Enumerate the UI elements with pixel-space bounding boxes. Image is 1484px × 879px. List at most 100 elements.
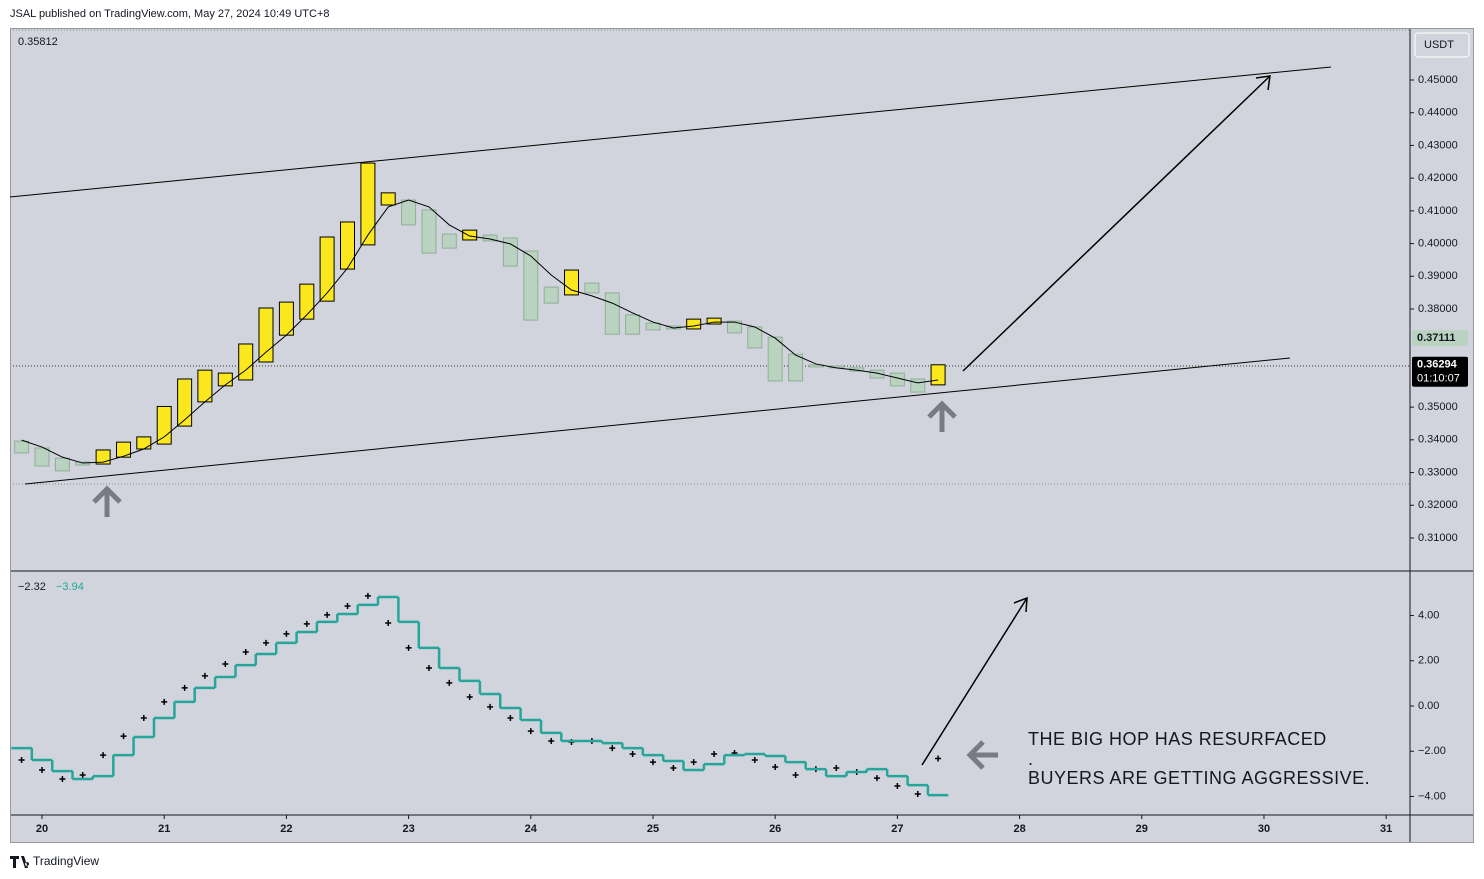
candle-body [380, 192, 396, 206]
cross-marker [426, 665, 433, 672]
candle-body [686, 318, 702, 330]
candle-body [727, 320, 743, 334]
candle-body [584, 282, 600, 294]
cross-marker [507, 714, 514, 721]
y-tick-label: 0.00 [1418, 700, 1439, 712]
candle-body [156, 405, 172, 445]
drawings [9, 66, 1332, 770]
candle-body [401, 199, 417, 226]
candle-body [441, 233, 457, 249]
cross-marker [39, 766, 46, 773]
header: JSAL published on TradingView.com, May 2… [10, 8, 330, 20]
cross-marker [405, 644, 412, 651]
candle-body [502, 237, 518, 267]
candle-body [116, 441, 132, 458]
cross-marker [792, 771, 799, 778]
y-tick-label: 4.00 [1418, 609, 1439, 621]
arrow [962, 75, 1271, 372]
candle-body [788, 353, 804, 382]
left-arrow [966, 740, 998, 770]
frame [10, 28, 1474, 843]
cross-marker [466, 693, 473, 700]
cross-marker [242, 648, 249, 655]
y-tick-label: 0.32000 [1418, 499, 1458, 511]
cross-marker [181, 684, 188, 691]
trendline [24, 357, 1291, 485]
cross-marker [140, 714, 147, 721]
cross-marker [283, 630, 290, 637]
y-tick-label: 0.43000 [1418, 139, 1458, 151]
y-tick-label: −4.00 [1418, 790, 1446, 802]
candle-body [360, 162, 376, 246]
y-tick-label: 0.40000 [1418, 237, 1458, 249]
cross-marker [609, 745, 616, 752]
cross-marker [873, 775, 880, 782]
cross-marker [120, 733, 127, 740]
candle-body [706, 317, 722, 325]
y-tick-label: −2.00 [1418, 745, 1446, 757]
candle-body [34, 447, 50, 467]
countdown: 01:10:07 [1417, 373, 1460, 385]
candle-body [462, 229, 478, 241]
cross-marker [629, 750, 636, 757]
moving-average [21, 199, 939, 464]
candle-body [238, 343, 254, 381]
candle-body [563, 269, 579, 296]
arrow [921, 597, 1028, 766]
cross-marker [100, 752, 107, 759]
arrow-head [1255, 75, 1271, 91]
cross-marker [222, 660, 229, 667]
cross-marker [446, 679, 453, 686]
x-tick-label: 28 [1013, 823, 1025, 835]
arrow-head [1013, 596, 1028, 613]
x-tick-label: 29 [1136, 823, 1148, 835]
cross-marker [324, 611, 331, 618]
price-tag-label: 0.37111 [1417, 332, 1456, 344]
cross-marker [711, 750, 718, 757]
currency-box [1414, 32, 1470, 58]
cross-marker [649, 759, 656, 766]
candle-body [197, 369, 213, 403]
x-tick-label: 31 [1380, 823, 1392, 835]
candle-body [14, 440, 30, 454]
candle-body [136, 436, 152, 450]
legend-value: −2.32 [18, 581, 46, 593]
candle-body [54, 457, 70, 472]
currency: USDT [1424, 39, 1454, 51]
candles [14, 162, 946, 472]
candle-body [217, 372, 233, 387]
x-tick-label: 20 [36, 823, 48, 835]
candle-body [625, 314, 641, 335]
x-tick-label: 27 [891, 823, 903, 835]
up-arrow [927, 400, 957, 432]
trendline [9, 66, 1332, 198]
x-tick-label: 22 [280, 823, 292, 835]
candle-body [543, 286, 559, 304]
candle-body [258, 307, 274, 363]
cross-marker [751, 757, 758, 764]
y-tick-label: 0.44000 [1418, 107, 1458, 119]
x-tick-label: 23 [402, 823, 414, 835]
candle-body [177, 378, 193, 427]
cross-marker [894, 783, 901, 790]
y-tick-label: 2.00 [1418, 655, 1439, 667]
cross-marker [364, 592, 371, 599]
y-tick-label: 0.45000 [1418, 74, 1458, 86]
x-tick-label: 26 [769, 823, 781, 835]
legend-value: −3.94 [56, 581, 84, 593]
cross-marker [161, 698, 168, 705]
candle-body [95, 449, 111, 465]
x-tick-label: 21 [158, 823, 170, 835]
candle-body [604, 292, 620, 335]
x-tick-label: 24 [525, 823, 538, 835]
cross-marker [18, 757, 25, 764]
y-tick-label: 0.41000 [1418, 205, 1458, 217]
y-tick-label: 0.34000 [1418, 434, 1458, 446]
cross-marker [263, 639, 270, 646]
candle-body [319, 236, 335, 302]
x-tick-label: 25 [647, 823, 659, 835]
candle-body [808, 364, 824, 368]
cross-marker [670, 764, 677, 771]
candle-body [523, 250, 539, 321]
